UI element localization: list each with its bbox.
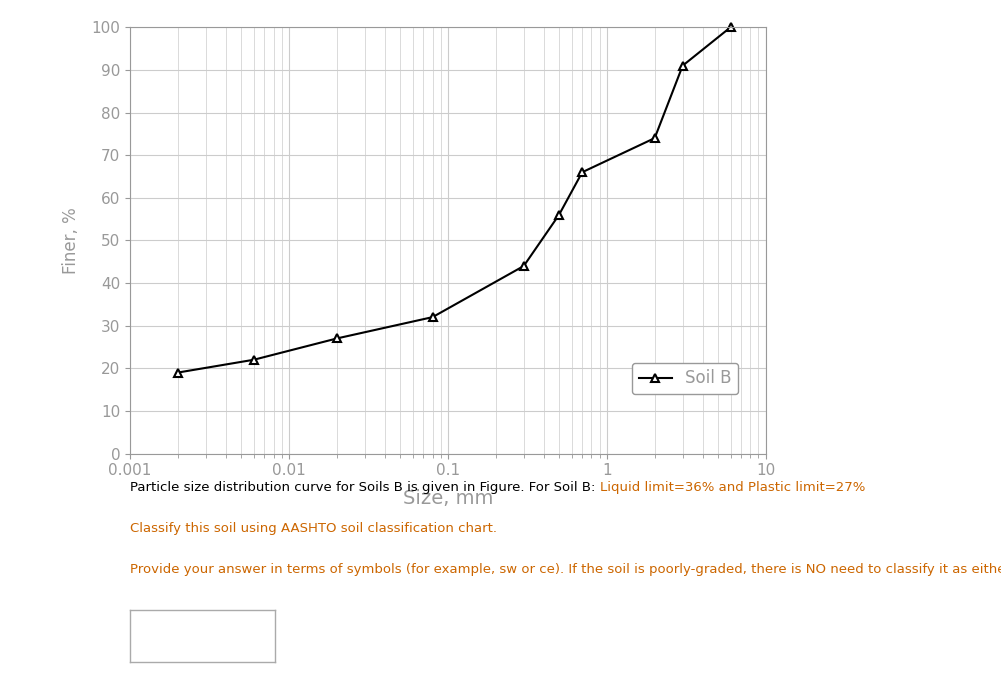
Text: Liquid limit=36% and Plastic limit=27%: Liquid limit=36% and Plastic limit=27% [600, 481, 865, 494]
Line: Soil B: Soil B [174, 23, 735, 376]
Text: Classify this soil using AASHTO soil classification chart.: Classify this soil using AASHTO soil cla… [130, 522, 497, 535]
Soil B [518, 262, 530, 270]
Legend: Soil B: Soil B [632, 363, 739, 394]
Soil B [331, 334, 343, 342]
Soil B [649, 134, 661, 143]
Soil B [553, 211, 565, 219]
Soil B [725, 23, 737, 31]
Soil B [172, 368, 184, 376]
Soil B [248, 356, 260, 364]
Soil B [577, 168, 589, 176]
Text: Provide your answer in terms of symbols (for example, sw or ce). If the soil is : Provide your answer in terms of symbols … [130, 563, 1001, 576]
Soil B [677, 61, 689, 70]
Text: Particle size distribution curve for Soils B is given in Figure. For Soil B:: Particle size distribution curve for Soi… [130, 481, 600, 494]
Soil B [426, 313, 438, 321]
X-axis label: Size, mm: Size, mm [402, 490, 493, 508]
Y-axis label: Finer, %: Finer, % [62, 207, 80, 273]
